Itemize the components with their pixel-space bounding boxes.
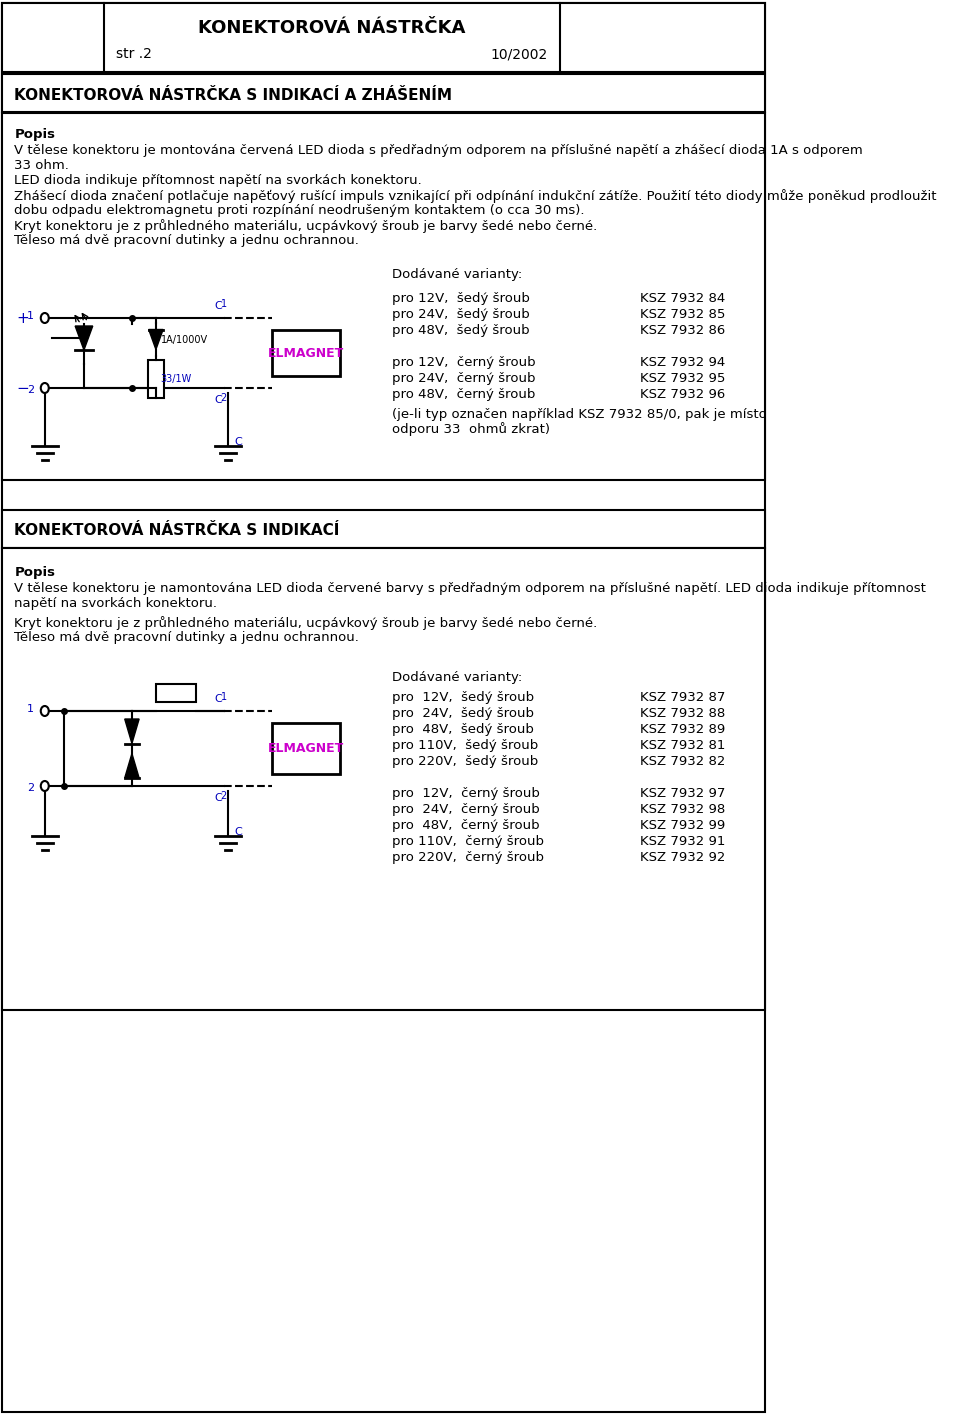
Polygon shape [149, 330, 163, 350]
Bar [148, 359, 164, 398]
Text: Kryt konektoru je z průhledného materiálu, ucpávkový šroub je barvy šedé nebo če: Kryt konektoru je z průhledného materiál… [14, 219, 598, 233]
Text: KSZ 7932 96: KSZ 7932 96 [639, 388, 725, 400]
Text: V tělese konektoru je namontována LED dioda červené barvy s předřadným odporem n: V tělese konektoru je namontována LED di… [14, 582, 926, 594]
Text: +: + [16, 310, 29, 325]
Text: KSZ 7932 87: KSZ 7932 87 [639, 691, 725, 705]
Text: KSZ 7932 92: KSZ 7932 92 [639, 850, 725, 865]
Text: 2: 2 [221, 791, 227, 801]
Text: pro 110V,  černý šroub: pro 110V, černý šroub [392, 835, 543, 848]
Text: pro 220V,  šedý šroub: pro 220V, šedý šroub [392, 756, 538, 768]
Text: LED dioda indikuje přítomnost napětí na svorkách konektoru.: LED dioda indikuje přítomnost napětí na … [14, 174, 422, 187]
Text: 2: 2 [27, 385, 35, 395]
Bar [2, 113, 765, 480]
Text: KSZ 7932 88: KSZ 7932 88 [639, 708, 725, 720]
Polygon shape [125, 719, 139, 743]
Text: pro 24V,  černý šroub: pro 24V, černý šroub [392, 372, 536, 385]
Bar [2, 548, 765, 1010]
Text: dobu odpadu elektromagnetu proti rozpínání neodrušeným kontaktem (o cca 30 ms).: dobu odpadu elektromagnetu proti rozpíná… [14, 204, 585, 216]
Text: KSZ 7932 97: KSZ 7932 97 [639, 787, 725, 799]
Text: str .2: str .2 [116, 47, 152, 61]
Text: pro 48V,  šedý šroub: pro 48V, šedý šroub [392, 324, 529, 337]
Text: Těleso má dvě pracovní dutinky a jednu ochrannou.: Těleso má dvě pracovní dutinky a jednu o… [14, 631, 359, 644]
Text: 2: 2 [27, 782, 35, 792]
Text: 1: 1 [221, 299, 227, 308]
Text: (je-li typ označen například KSZ 7932 85/0, pak je místo: (je-li typ označen například KSZ 7932 85… [392, 408, 766, 422]
Text: napětí na svorkách konektoru.: napětí na svorkách konektoru. [14, 597, 217, 610]
Text: pro  24V,  černý šroub: pro 24V, černý šroub [392, 802, 540, 816]
Text: pro 48V,  černý šroub: pro 48V, černý šroub [392, 388, 535, 400]
Text: pro 110V,  šedý šroub: pro 110V, šedý šroub [392, 739, 538, 751]
Text: 1: 1 [27, 311, 35, 321]
Text: KSZ 7932 85: KSZ 7932 85 [639, 308, 725, 321]
Text: C: C [234, 437, 242, 447]
Text: ELMAGNET: ELMAGNET [268, 347, 344, 359]
Text: 10/2002: 10/2002 [491, 47, 547, 61]
Text: KSZ 7932 81: KSZ 7932 81 [639, 739, 725, 751]
Text: pro  48V,  šedý šroub: pro 48V, šedý šroub [392, 723, 534, 736]
Text: V tělese konektoru je montována červená LED dioda s předřadným odporem na příslu: V tělese konektoru je montována červená … [14, 144, 863, 157]
Text: KSZ 7932 82: KSZ 7932 82 [639, 756, 725, 768]
Text: −: − [16, 381, 29, 396]
Bar [272, 330, 340, 376]
Polygon shape [125, 754, 139, 778]
Text: Kryt konektoru je z průhledného materiálu, ucpávkový šroub je barvy šedé nebo če: Kryt konektoru je z průhledného materiál… [14, 616, 598, 630]
Text: pro 12V,  černý šroub: pro 12V, černý šroub [392, 357, 536, 369]
Text: Zhášecí dioda značení potlačuje napěťový rušící impuls vznikající při odpínání i: Zhášecí dioda značení potlačuje napěťový… [14, 190, 937, 202]
Text: KONEKTOROVÁ NÁSTRČKA S INDIKACÍ: KONEKTOROVÁ NÁSTRČKA S INDIKACÍ [14, 522, 340, 538]
Text: 33 ohm.: 33 ohm. [14, 158, 69, 173]
Text: pro  12V,  šedý šroub: pro 12V, šedý šroub [392, 691, 534, 705]
Text: KONEKTOROVÁ NÁSTRČKA S INDIKACÍ A ZHÁŠENÍM: KONEKTOROVÁ NÁSTRČKA S INDIKACÍ A ZHÁŠEN… [14, 88, 452, 102]
Text: pro  24V,  šedý šroub: pro 24V, šedý šroub [392, 708, 534, 720]
Text: 2: 2 [221, 393, 227, 403]
Text: pro 24V,  šedý šroub: pro 24V, šedý šroub [392, 308, 530, 321]
Text: KSZ 7932 91: KSZ 7932 91 [639, 835, 725, 848]
Text: KSZ 7932 89: KSZ 7932 89 [639, 723, 725, 736]
Text: KSZ 7932 84: KSZ 7932 84 [639, 291, 725, 306]
Text: KSZ 7932 95: KSZ 7932 95 [639, 372, 725, 385]
Text: 1: 1 [27, 705, 35, 715]
Bar [156, 683, 196, 702]
Text: Dodávané varianty:: Dodávané varianty: [392, 267, 522, 282]
Text: Popis: Popis [14, 566, 56, 579]
Text: KSZ 7932 86: KSZ 7932 86 [639, 324, 725, 337]
Text: C: C [214, 792, 222, 802]
Text: pro  12V,  černý šroub: pro 12V, černý šroub [392, 787, 540, 799]
Bar [2, 74, 765, 112]
Text: C: C [214, 301, 222, 311]
Text: KONEKTOROVÁ NÁSTRČKA: KONEKTOROVÁ NÁSTRČKA [198, 18, 466, 37]
Bar [2, 509, 765, 548]
Text: KSZ 7932 99: KSZ 7932 99 [639, 819, 725, 832]
Text: Popis: Popis [14, 127, 56, 142]
Text: pro 12V,  šedý šroub: pro 12V, šedý šroub [392, 291, 530, 306]
Text: pro 220V,  černý šroub: pro 220V, černý šroub [392, 850, 543, 865]
Text: pro  48V,  černý šroub: pro 48V, černý šroub [392, 819, 540, 832]
Text: C: C [214, 693, 222, 705]
Text: C: C [214, 395, 222, 405]
Text: odporu 33  ohmů zkrat): odporu 33 ohmů zkrat) [392, 422, 550, 436]
Text: Těleso má dvě pracovní dutinky a jednu ochrannou.: Těleso má dvě pracovní dutinky a jednu o… [14, 233, 359, 248]
Bar [272, 723, 340, 774]
Text: KSZ 7932 98: KSZ 7932 98 [639, 802, 725, 816]
Text: KSZ 7932 94: KSZ 7932 94 [639, 357, 725, 369]
Text: 33/1W: 33/1W [160, 374, 192, 383]
Text: 1A/1000V: 1A/1000V [160, 334, 207, 344]
Text: Dodávané varianty:: Dodávané varianty: [392, 671, 522, 683]
Text: C: C [234, 826, 242, 838]
Polygon shape [75, 325, 93, 350]
Text: ELMAGNET: ELMAGNET [268, 741, 344, 756]
Bar [2, 3, 765, 72]
Text: 1: 1 [221, 692, 227, 702]
